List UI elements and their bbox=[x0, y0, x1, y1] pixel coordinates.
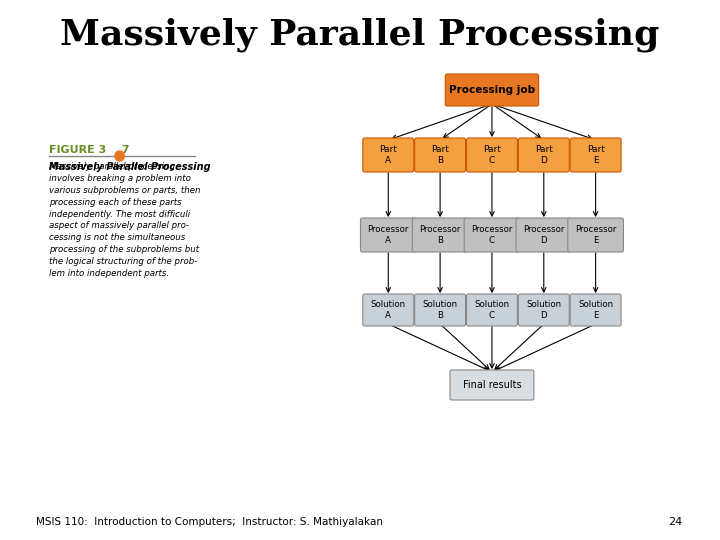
Text: Solution
A: Solution A bbox=[371, 300, 406, 320]
Text: Part
D: Part D bbox=[535, 145, 553, 165]
Text: Processor
A: Processor A bbox=[368, 225, 409, 245]
FancyBboxPatch shape bbox=[570, 294, 621, 326]
FancyBboxPatch shape bbox=[467, 138, 518, 172]
FancyBboxPatch shape bbox=[363, 294, 414, 326]
FancyBboxPatch shape bbox=[516, 218, 572, 252]
FancyBboxPatch shape bbox=[415, 138, 466, 172]
FancyBboxPatch shape bbox=[568, 218, 624, 252]
Text: Solution
C: Solution C bbox=[474, 300, 510, 320]
Text: Solution
B: Solution B bbox=[423, 300, 458, 320]
Text: 24: 24 bbox=[669, 517, 683, 527]
FancyBboxPatch shape bbox=[518, 138, 570, 172]
Text: Solution
D: Solution D bbox=[526, 300, 562, 320]
Text: Massively Parallel Processing: Massively Parallel Processing bbox=[60, 18, 660, 52]
Text: Part
A: Part A bbox=[379, 145, 397, 165]
FancyBboxPatch shape bbox=[413, 218, 468, 252]
FancyBboxPatch shape bbox=[445, 74, 539, 106]
Text: Processing job: Processing job bbox=[449, 85, 535, 95]
Text: Processor
D: Processor D bbox=[523, 225, 564, 245]
FancyBboxPatch shape bbox=[518, 294, 570, 326]
Circle shape bbox=[115, 151, 125, 161]
FancyBboxPatch shape bbox=[361, 218, 416, 252]
Text: FIGURE 3    7: FIGURE 3 7 bbox=[49, 145, 130, 155]
FancyBboxPatch shape bbox=[450, 370, 534, 400]
Text: Part
E: Part E bbox=[587, 145, 605, 165]
Text: Massively parallel processing
involves breaking a problem into
various subproble: Massively parallel processing involves b… bbox=[49, 163, 200, 278]
Text: Processor
B: Processor B bbox=[420, 225, 461, 245]
Text: Part
B: Part B bbox=[431, 145, 449, 165]
Text: Part
C: Part C bbox=[483, 145, 501, 165]
Text: Final results: Final results bbox=[463, 380, 521, 390]
Text: Processor
C: Processor C bbox=[472, 225, 513, 245]
Text: Massively Parallel Processing: Massively Parallel Processing bbox=[49, 162, 210, 172]
Text: Solution
E: Solution E bbox=[578, 300, 613, 320]
FancyBboxPatch shape bbox=[464, 218, 520, 252]
FancyBboxPatch shape bbox=[363, 138, 414, 172]
FancyBboxPatch shape bbox=[415, 294, 466, 326]
Text: Processor
E: Processor E bbox=[575, 225, 616, 245]
FancyBboxPatch shape bbox=[467, 294, 518, 326]
Text: MSIS 110:  Introduction to Computers;  Instructor: S. Mathiyalakan: MSIS 110: Introduction to Computers; Ins… bbox=[36, 517, 383, 527]
FancyBboxPatch shape bbox=[570, 138, 621, 172]
